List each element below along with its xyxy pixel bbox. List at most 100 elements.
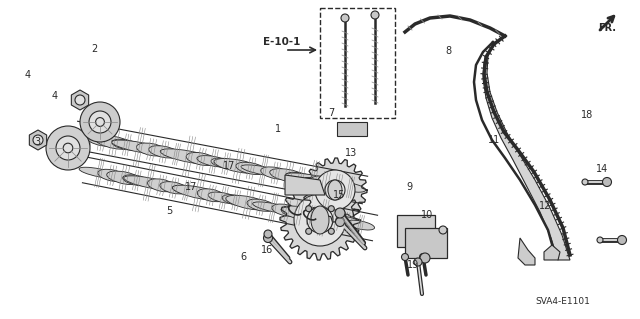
Ellipse shape xyxy=(123,175,151,186)
Ellipse shape xyxy=(111,139,142,150)
Ellipse shape xyxy=(87,134,117,146)
Circle shape xyxy=(264,230,272,238)
Text: 16: 16 xyxy=(261,245,274,256)
Circle shape xyxy=(419,254,426,261)
Ellipse shape xyxy=(321,214,349,226)
Ellipse shape xyxy=(161,149,191,159)
Circle shape xyxy=(306,206,312,212)
Circle shape xyxy=(602,177,611,187)
Ellipse shape xyxy=(148,146,179,158)
Polygon shape xyxy=(71,90,89,110)
Ellipse shape xyxy=(160,182,188,194)
Circle shape xyxy=(335,208,345,218)
Text: 5: 5 xyxy=(166,205,173,216)
Ellipse shape xyxy=(79,167,120,179)
Circle shape xyxy=(46,126,90,170)
Text: 10: 10 xyxy=(421,210,434,220)
Ellipse shape xyxy=(208,192,239,204)
Ellipse shape xyxy=(67,132,111,144)
Polygon shape xyxy=(280,180,360,260)
Ellipse shape xyxy=(214,159,263,174)
Ellipse shape xyxy=(197,189,225,202)
Text: 6: 6 xyxy=(240,252,246,262)
Text: 3: 3 xyxy=(34,137,40,147)
Ellipse shape xyxy=(222,195,250,206)
Ellipse shape xyxy=(281,206,316,219)
Ellipse shape xyxy=(260,167,291,179)
Polygon shape xyxy=(483,35,570,260)
Circle shape xyxy=(89,111,111,133)
Ellipse shape xyxy=(236,162,266,174)
Ellipse shape xyxy=(285,172,316,183)
Circle shape xyxy=(420,253,430,263)
Circle shape xyxy=(328,206,334,212)
Ellipse shape xyxy=(186,152,216,166)
Bar xyxy=(337,122,367,136)
Circle shape xyxy=(315,170,355,210)
Ellipse shape xyxy=(98,169,126,182)
Ellipse shape xyxy=(270,169,307,182)
Ellipse shape xyxy=(310,176,341,189)
FancyBboxPatch shape xyxy=(320,8,395,118)
Text: 19: 19 xyxy=(406,260,419,270)
Ellipse shape xyxy=(247,199,275,211)
Ellipse shape xyxy=(334,217,362,229)
Polygon shape xyxy=(303,158,367,222)
Ellipse shape xyxy=(197,156,230,167)
Text: 15: 15 xyxy=(333,189,346,200)
Text: 12: 12 xyxy=(539,201,552,211)
Ellipse shape xyxy=(298,211,349,225)
Circle shape xyxy=(328,228,334,234)
Text: 18: 18 xyxy=(581,110,594,120)
Ellipse shape xyxy=(297,210,325,221)
Bar xyxy=(405,228,447,258)
Circle shape xyxy=(80,102,120,142)
Text: 17: 17 xyxy=(223,161,236,171)
Ellipse shape xyxy=(253,202,294,213)
Circle shape xyxy=(294,194,346,246)
Circle shape xyxy=(618,235,627,244)
Circle shape xyxy=(264,234,273,242)
Circle shape xyxy=(33,135,43,145)
Text: 11: 11 xyxy=(488,135,500,145)
Circle shape xyxy=(597,237,603,243)
Text: SVA4-E1101: SVA4-E1101 xyxy=(535,298,590,307)
Text: 9: 9 xyxy=(406,182,413,192)
Ellipse shape xyxy=(328,180,342,200)
Ellipse shape xyxy=(335,182,365,192)
Bar xyxy=(397,215,435,247)
Ellipse shape xyxy=(323,179,353,191)
Text: 7: 7 xyxy=(328,108,335,118)
Circle shape xyxy=(401,254,408,261)
Ellipse shape xyxy=(241,165,286,177)
Ellipse shape xyxy=(272,204,300,216)
Ellipse shape xyxy=(148,179,176,192)
Ellipse shape xyxy=(95,136,133,149)
Polygon shape xyxy=(29,130,47,150)
Circle shape xyxy=(414,258,422,266)
Ellipse shape xyxy=(172,185,225,200)
Polygon shape xyxy=(518,238,535,265)
Text: 13: 13 xyxy=(344,148,357,158)
Circle shape xyxy=(439,226,447,234)
Circle shape xyxy=(306,228,312,234)
Ellipse shape xyxy=(285,173,341,187)
Text: 2: 2 xyxy=(92,44,98,55)
Circle shape xyxy=(56,136,80,160)
Text: 4: 4 xyxy=(51,91,58,101)
Ellipse shape xyxy=(107,171,142,185)
Ellipse shape xyxy=(226,195,271,210)
Text: 14: 14 xyxy=(595,164,608,174)
Circle shape xyxy=(582,179,588,185)
Text: 4: 4 xyxy=(24,70,31,80)
Text: E-10-1: E-10-1 xyxy=(263,37,301,47)
Text: 17: 17 xyxy=(184,182,197,192)
Polygon shape xyxy=(285,175,325,195)
Ellipse shape xyxy=(311,206,329,234)
Ellipse shape xyxy=(124,176,175,190)
Polygon shape xyxy=(544,245,560,260)
Ellipse shape xyxy=(346,220,374,230)
Ellipse shape xyxy=(136,143,167,156)
Text: 1: 1 xyxy=(275,124,282,134)
Text: FR.: FR. xyxy=(598,23,616,33)
